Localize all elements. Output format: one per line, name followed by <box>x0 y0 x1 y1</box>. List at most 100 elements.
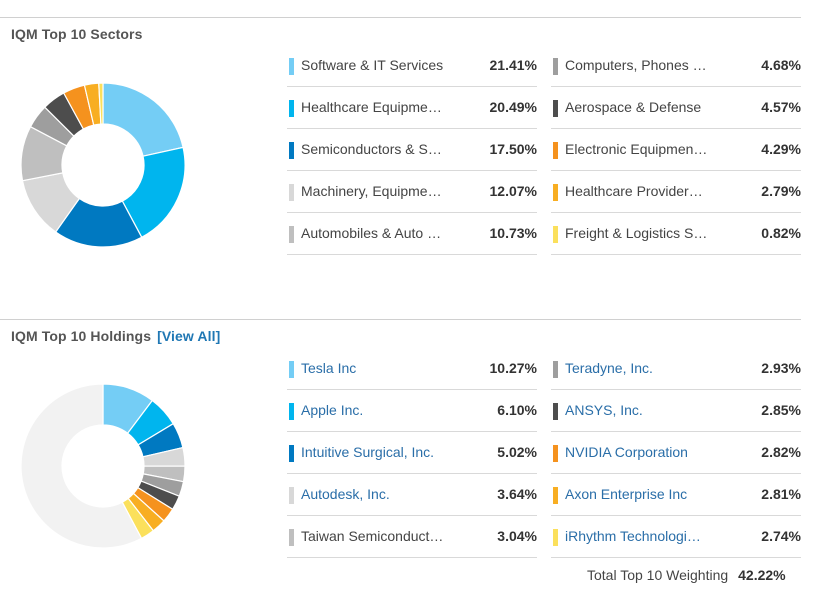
sector-label: Freight & Logistics S… <box>565 225 708 241</box>
holding-slice-other <box>20 383 143 549</box>
top-divider <box>0 17 801 18</box>
sector-value: 20.49% <box>489 99 537 115</box>
holding-row: ANSYS, Inc. 2.85% <box>551 390 801 432</box>
legend-swatch <box>289 487 294 504</box>
sector-row: Healthcare Provider… 2.79% <box>551 171 801 213</box>
sector-label: Automobiles & Auto … <box>301 225 442 241</box>
sectors-title-text: IQM Top 10 Sectors <box>11 26 143 42</box>
sector-label: Electronic Equipmen… <box>565 141 708 157</box>
holding-link[interactable]: NVIDIA Corporation <box>565 444 688 460</box>
sector-row: Freight & Logistics S… 0.82% <box>551 213 801 255</box>
legend-swatch <box>553 487 558 504</box>
legend-swatch <box>289 100 294 117</box>
holdings-list-right: Teradyne, Inc. 2.93% ANSYS, Inc. 2.85% NVI… <box>551 348 801 558</box>
holdings-title-text: IQM Top 10 Holdings <box>11 328 152 344</box>
sector-label: Software & IT Services <box>301 57 444 73</box>
holding-row: Axon Enterprise Inc 2.81% <box>551 474 801 516</box>
holding-value: 3.64% <box>497 486 537 502</box>
sector-row: Software & IT Services 21.41% <box>287 45 537 87</box>
legend-swatch <box>289 445 294 462</box>
sector-value: 10.73% <box>489 225 537 241</box>
sector-value: 0.82% <box>761 225 801 241</box>
sector-value: 4.68% <box>761 57 801 73</box>
sector-row: Machinery, Equipme… 12.07% <box>287 171 537 213</box>
legend-swatch <box>553 142 558 159</box>
holding-value: 2.81% <box>761 486 801 502</box>
sector-slice-2 <box>121 146 186 239</box>
holdings-donut-chart <box>20 383 186 549</box>
holdings-divider <box>0 319 801 320</box>
holding-value: 3.04% <box>497 528 537 544</box>
holding-link[interactable]: iRhythm Technologi… <box>565 528 701 544</box>
holding-link[interactable]: Intuitive Surgical, Inc. <box>301 444 435 460</box>
holding-value: 2.85% <box>761 402 801 418</box>
holding-row: Intuitive Surgical, Inc. 5.02% <box>287 432 537 474</box>
legend-swatch <box>289 58 294 75</box>
legend-swatch <box>553 100 558 117</box>
legend-swatch <box>553 445 558 462</box>
holding-link[interactable]: Autodesk, Inc. <box>301 486 390 502</box>
holding-value: 5.02% <box>497 444 537 460</box>
legend-swatch <box>553 58 558 75</box>
holding-label: Taiwan Semiconduct… <box>301 528 444 544</box>
sector-slice-10 <box>98 82 104 125</box>
sector-value: 4.57% <box>761 99 801 115</box>
sector-value: 21.41% <box>489 57 537 73</box>
legend-swatch <box>553 403 558 420</box>
holding-value: 10.27% <box>489 360 537 376</box>
holding-row: iRhythm Technologi… 2.74% <box>551 516 801 558</box>
holding-value: 2.82% <box>761 444 801 460</box>
legend-swatch <box>289 403 294 420</box>
sector-value: 2.79% <box>761 183 801 199</box>
legend-swatch <box>553 529 558 546</box>
holding-link[interactable]: Axon Enterprise Inc <box>565 486 688 502</box>
holding-value: 2.74% <box>761 528 801 544</box>
sector-row: Computers, Phones … 4.68% <box>551 45 801 87</box>
sector-label: Semiconductors & S… <box>301 141 442 157</box>
sectors-donut-chart <box>20 82 186 248</box>
holding-row: Taiwan Semiconduct… 3.04% <box>287 516 537 558</box>
legend-swatch <box>553 226 558 243</box>
holding-row: Autodesk, Inc. 3.64% <box>287 474 537 516</box>
legend-swatch <box>553 361 558 378</box>
total-weighting-label: Total Top 10 Weighting <box>587 567 729 583</box>
holding-row: Teradyne, Inc. 2.93% <box>551 348 801 390</box>
holdings-title: IQM Top 10 Holdings [View All] <box>11 328 220 344</box>
total-weighting: Total Top 10 Weighting 42.22% <box>587 567 786 583</box>
sector-label: Healthcare Provider… <box>565 183 703 199</box>
sector-value: 12.07% <box>489 183 537 199</box>
holding-row: NVIDIA Corporation 2.82% <box>551 432 801 474</box>
legend-swatch <box>289 142 294 159</box>
sectors-list-left: Software & IT Services 21.41% Healthcare … <box>287 45 537 255</box>
holding-link[interactable]: Tesla Inc <box>301 360 357 376</box>
holdings-list-left: Tesla Inc 10.27% Apple Inc. 6.10% Intuitiv… <box>287 348 537 558</box>
legend-swatch <box>289 226 294 243</box>
sector-row: Aerospace & Defense 4.57% <box>551 87 801 129</box>
sector-label: Healthcare Equipme… <box>301 99 442 115</box>
sector-value: 17.50% <box>489 141 537 157</box>
legend-swatch <box>289 184 294 201</box>
holding-row: Tesla Inc 10.27% <box>287 348 537 390</box>
holding-link[interactable]: Teradyne, Inc. <box>565 360 653 376</box>
sector-label: Computers, Phones … <box>565 57 707 73</box>
legend-swatch <box>289 529 294 546</box>
legend-swatch <box>553 184 558 201</box>
sector-label: Aerospace & Defense <box>565 99 702 115</box>
view-all-link[interactable]: [View All] <box>157 328 221 344</box>
sector-value: 4.29% <box>761 141 801 157</box>
holding-link[interactable]: ANSYS, Inc. <box>565 402 643 418</box>
sector-row: Healthcare Equipme… 20.49% <box>287 87 537 129</box>
legend-swatch <box>289 361 294 378</box>
sector-slice-1 <box>102 82 184 157</box>
sector-row: Semiconductors & S… 17.50% <box>287 129 537 171</box>
sector-row: Automobiles & Auto … 10.73% <box>287 213 537 255</box>
holding-row: Apple Inc. 6.10% <box>287 390 537 432</box>
holding-value: 2.93% <box>761 360 801 376</box>
sectors-title: IQM Top 10 Sectors <box>11 26 142 42</box>
sector-label: Machinery, Equipme… <box>301 183 442 199</box>
holding-value: 6.10% <box>497 402 537 418</box>
sector-row: Electronic Equipmen… 4.29% <box>551 129 801 171</box>
holding-link[interactable]: Apple Inc. <box>301 402 364 418</box>
total-weighting-value: 42.22% <box>738 567 786 583</box>
sectors-list-right: Computers, Phones … 4.68% Aerospace & Def… <box>551 45 801 255</box>
